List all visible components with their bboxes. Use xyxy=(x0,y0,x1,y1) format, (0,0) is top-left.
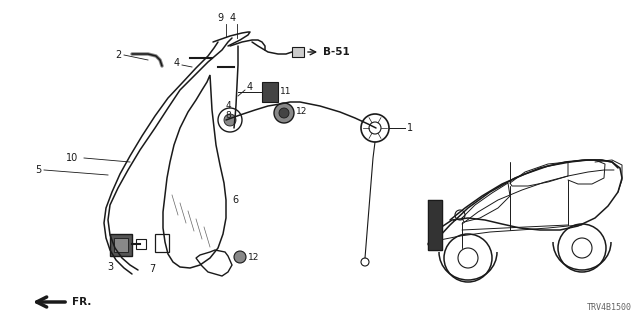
Text: TRV4B1500: TRV4B1500 xyxy=(587,303,632,312)
Text: 4: 4 xyxy=(230,13,236,23)
Text: 6: 6 xyxy=(232,195,238,205)
Text: 5: 5 xyxy=(35,165,41,175)
Text: 9: 9 xyxy=(217,13,223,23)
Text: 2: 2 xyxy=(115,50,121,60)
Text: 4: 4 xyxy=(225,100,231,109)
Circle shape xyxy=(274,103,294,123)
Text: 7: 7 xyxy=(149,264,155,274)
Text: B-51: B-51 xyxy=(323,47,349,57)
Text: 3: 3 xyxy=(107,262,113,272)
FancyBboxPatch shape xyxy=(110,234,132,256)
Text: 12: 12 xyxy=(296,108,307,116)
Text: 4: 4 xyxy=(247,82,253,92)
Text: 11: 11 xyxy=(280,87,291,97)
Circle shape xyxy=(224,114,236,126)
Text: 4: 4 xyxy=(174,58,180,68)
FancyBboxPatch shape xyxy=(292,47,304,57)
Circle shape xyxy=(234,251,246,263)
Text: 8: 8 xyxy=(225,110,231,119)
FancyBboxPatch shape xyxy=(262,82,278,102)
Text: 1: 1 xyxy=(407,123,413,133)
Text: 12: 12 xyxy=(248,252,259,261)
Text: 10: 10 xyxy=(66,153,78,163)
Text: FR.: FR. xyxy=(72,297,92,307)
Circle shape xyxy=(279,108,289,118)
FancyBboxPatch shape xyxy=(114,238,128,252)
Polygon shape xyxy=(428,200,442,250)
